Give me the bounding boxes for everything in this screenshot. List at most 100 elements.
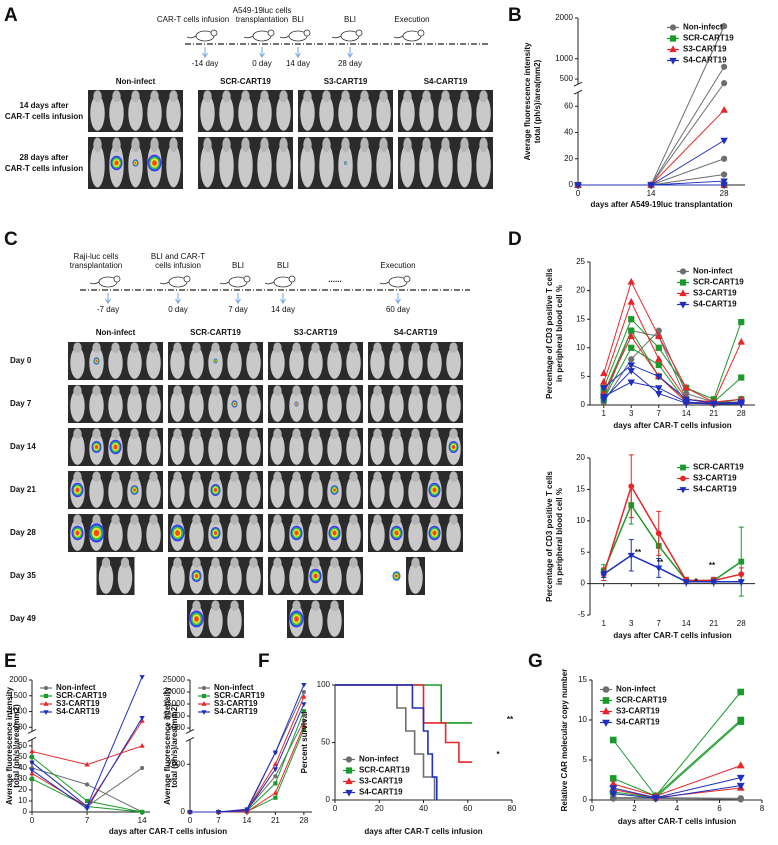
mouse-image	[92, 514, 101, 526]
event-label: Execution	[394, 15, 429, 24]
y-tick-label: 1500	[9, 691, 27, 700]
event-label: A549-19luc cells	[233, 6, 292, 15]
y-tick-label: 2000	[167, 759, 185, 768]
signal-blob	[152, 160, 157, 166]
mouse-image	[200, 143, 215, 188]
mouse-image	[373, 471, 382, 483]
mouse-image	[219, 95, 234, 131]
y-tick-label: 0	[581, 579, 586, 588]
point	[600, 369, 608, 377]
mouse-image	[130, 428, 139, 440]
mouse-image	[370, 432, 385, 465]
group-label: Non-infect	[96, 328, 136, 337]
mouse-image	[273, 557, 282, 569]
mouse-image	[373, 385, 382, 397]
event-label: BLI	[232, 261, 244, 270]
series-line	[603, 300, 742, 403]
point	[628, 356, 635, 363]
signal-blob	[344, 162, 347, 164]
y-axis-title: Average fluorescence intensity	[5, 686, 14, 805]
mouse-image	[92, 428, 101, 440]
mouse-image	[349, 385, 358, 397]
mouse-image	[149, 471, 158, 483]
y-axis-title: Percent survival	[300, 712, 309, 774]
signal-blob	[313, 573, 318, 579]
signal-blob	[451, 444, 456, 450]
point	[273, 795, 278, 800]
point	[600, 377, 608, 385]
x-tick-label: 40	[419, 804, 428, 813]
mouse-image	[311, 385, 320, 397]
mouse-image	[246, 389, 261, 422]
mouse-image	[192, 428, 201, 440]
mouse-image	[292, 428, 301, 440]
mouse-image	[273, 428, 282, 440]
mouse-image	[360, 90, 369, 103]
axis-break	[27, 728, 37, 742]
mouse-image	[173, 428, 182, 440]
mouse-icon	[89, 281, 100, 285]
mouse-image	[149, 514, 158, 526]
mouse-image	[222, 90, 231, 103]
legend-label: Non-infect	[56, 683, 96, 692]
signal-blob	[233, 402, 236, 406]
mouse-image	[446, 389, 461, 422]
x-tick-label: 14	[647, 189, 656, 198]
mouse-image	[322, 90, 331, 103]
mouse-image	[303, 90, 312, 103]
point	[627, 362, 635, 370]
mouse-image	[238, 143, 253, 188]
mouse-image	[427, 346, 442, 379]
point	[679, 289, 687, 297]
mouse-image	[392, 514, 401, 526]
signal-blob	[332, 530, 337, 536]
point	[738, 558, 745, 565]
mouse-image	[70, 389, 85, 422]
row-label: Day 28	[10, 528, 36, 537]
point	[710, 579, 718, 586]
group-label: SCR-CART19	[220, 77, 271, 86]
mouse-image	[441, 90, 450, 103]
point	[720, 178, 728, 186]
y-tick-label: 15	[578, 675, 587, 684]
y-tick-label: 10	[18, 796, 27, 805]
mouse-image	[246, 561, 261, 594]
day-label: 14 day	[286, 59, 310, 68]
mouse-image	[479, 90, 488, 103]
mouse-image	[227, 604, 242, 637]
signal-blob	[432, 530, 437, 536]
mouse-image	[438, 95, 453, 131]
mouse-icon	[243, 35, 254, 39]
arrow-head	[105, 298, 111, 304]
mouse-image	[346, 561, 361, 594]
mouse-image	[273, 385, 282, 397]
x-tick-label: 14	[138, 816, 147, 825]
mouse-image	[189, 389, 204, 422]
mouse-image	[411, 342, 420, 354]
point	[627, 552, 635, 560]
x-tick-label: 6	[717, 804, 722, 813]
row-label: 14 days after	[20, 101, 69, 110]
mouse-image	[319, 143, 334, 188]
mouse-image	[392, 471, 401, 483]
mouse-image	[346, 389, 361, 422]
mouse-image	[70, 346, 85, 379]
mouse-image	[127, 432, 142, 465]
mouse-image	[308, 432, 323, 465]
signal-blob	[432, 487, 437, 493]
mouse-icon	[331, 35, 342, 39]
mouse-image	[311, 514, 320, 526]
mouse-image	[379, 137, 388, 153]
x-axis-title: days after A549-19luc transplantation	[591, 200, 733, 209]
day-label: 14 day	[271, 305, 295, 314]
y-tick-label: 0	[581, 400, 586, 409]
row-label: 28 days after	[20, 153, 69, 162]
point	[574, 182, 582, 190]
mouse-image	[349, 557, 358, 569]
series-line	[603, 369, 742, 405]
day-label: 0 day	[252, 59, 272, 68]
x-tick-label: 7	[85, 816, 90, 825]
mouse-icon	[210, 29, 218, 37]
mouse-image	[430, 385, 439, 397]
legend-label: Non-infect	[359, 755, 399, 764]
